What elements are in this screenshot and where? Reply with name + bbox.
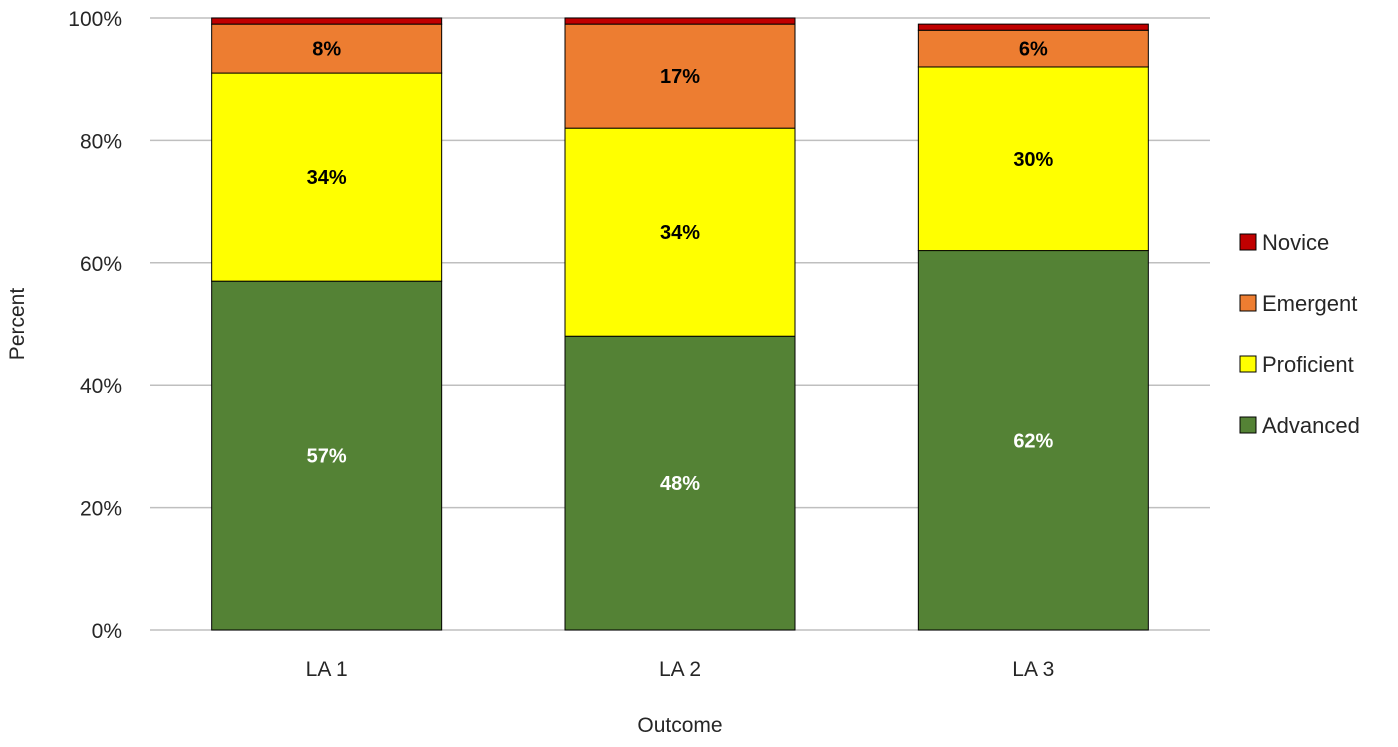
bar-segment-emergent-2 <box>564 23 796 129</box>
data-label-advanced-1: 57% <box>307 446 347 468</box>
data-label-proficient-3: 30% <box>1013 149 1053 171</box>
legend-label: Advanced <box>1262 413 1360 438</box>
x-tick-label: LA 3 <box>1012 658 1054 681</box>
y-tick-label: 60% <box>80 253 122 276</box>
x-axis-title: Outcome <box>637 714 722 737</box>
legend-swatch <box>1239 416 1257 434</box>
legend-label: Novice <box>1262 230 1329 255</box>
data-label-emergent-2: 17% <box>660 66 700 88</box>
x-axis-ticks: LA 1 LA 2 LA 3 <box>306 658 1055 681</box>
legend-item-proficient: Proficient <box>1239 352 1354 377</box>
data-label-emergent-1: 8% <box>312 39 341 61</box>
data-label-advanced-2: 48% <box>660 473 700 495</box>
bar-segment-proficient-2 <box>564 127 796 337</box>
data-label-emergent-3: 6% <box>1019 39 1048 61</box>
bar-segment-advanced-1 <box>211 280 443 631</box>
y-tick-label: 0% <box>92 620 122 643</box>
bar-segment-proficient-3 <box>917 66 1149 252</box>
bar-segment-emergent-3 <box>917 29 1149 68</box>
bar-segment-novice-3 <box>917 23 1149 31</box>
bars <box>211 17 1149 631</box>
bar-segment-novice-1 <box>211 17 443 25</box>
legend: Novice Emergent Proficient Advanced <box>1239 230 1360 438</box>
y-tick-label: 80% <box>80 130 122 153</box>
x-tick-label: LA 2 <box>659 658 701 681</box>
y-axis-title: Percent <box>6 288 29 361</box>
legend-label: Proficient <box>1262 352 1354 377</box>
legend-item-novice: Novice <box>1239 230 1329 255</box>
legend-swatch <box>1239 294 1257 312</box>
bar-segment-advanced-3 <box>917 250 1149 631</box>
legend-label: Emergent <box>1262 291 1357 316</box>
legend-swatch <box>1239 233 1257 251</box>
bar-segment-novice-2 <box>564 17 796 25</box>
legend-item-advanced: Advanced <box>1239 413 1360 438</box>
y-tick-label: 100% <box>68 8 122 31</box>
data-label-proficient-1: 34% <box>307 167 347 189</box>
data-label-proficient-2: 34% <box>660 222 700 244</box>
bar-segment-emergent-1 <box>211 23 443 74</box>
bar-segment-proficient-1 <box>211 72 443 282</box>
data-labels: 57% 34% 8% 48% 34% 17% 62% 30% 6% <box>307 39 1054 496</box>
data-label-advanced-3: 62% <box>1013 430 1053 452</box>
y-axis-ticks: 0% 20% 40% 60% 80% 100% <box>68 8 122 643</box>
legend-item-emergent: Emergent <box>1239 291 1357 316</box>
y-tick-label: 40% <box>80 375 122 398</box>
legend-swatch <box>1239 355 1257 373</box>
x-tick-label: LA 1 <box>306 658 348 681</box>
y-tick-label: 20% <box>80 498 122 521</box>
